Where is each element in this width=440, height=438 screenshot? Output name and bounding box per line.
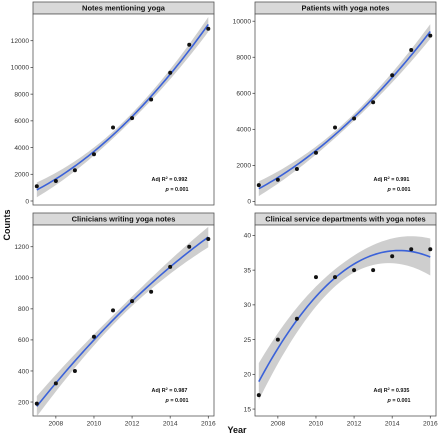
data-point <box>111 308 116 313</box>
data-point <box>91 334 96 339</box>
x-tick-label: 2008 <box>271 421 286 428</box>
x-tick-label: 2012 <box>347 421 362 428</box>
data-point <box>72 168 77 173</box>
y-tick-label: 40 <box>244 233 252 240</box>
data-point <box>149 289 154 294</box>
data-point <box>428 247 433 252</box>
confidence-band <box>36 226 209 417</box>
panel-title: Clinical service departments with yoga n… <box>265 215 425 224</box>
data-point <box>428 33 433 38</box>
data-point <box>256 393 261 398</box>
panel-title: Clinicians writing yoga notes <box>72 215 176 224</box>
y-tick-label: 25 <box>244 337 252 344</box>
p-value-annotation: p = 0.001 <box>165 398 189 404</box>
y-tick-label: 20 <box>244 372 252 379</box>
y-tick-label: 600 <box>18 337 29 344</box>
adj-r2-annotation: Adj R2 = 0.991 <box>374 176 410 183</box>
x-tick-label: 2012 <box>125 421 140 428</box>
y-tick-label: 4000 <box>236 127 251 134</box>
y-tick-label: 4000 <box>14 145 29 152</box>
y-tick-label: 35 <box>244 267 252 274</box>
p-value-annotation: p = 0.001 <box>387 187 411 193</box>
p-value-annotation: p = 0.001 <box>387 398 411 404</box>
data-point <box>294 166 299 171</box>
data-point <box>390 254 395 259</box>
data-point <box>371 100 376 105</box>
data-point <box>72 368 77 373</box>
data-point <box>294 316 299 321</box>
y-tick-label: 6000 <box>236 91 251 98</box>
data-point <box>168 264 173 269</box>
panel-title: Notes mentioning yoga <box>82 4 166 13</box>
data-point <box>111 125 116 130</box>
data-point <box>256 183 261 188</box>
y-tick-label: 400 <box>18 368 29 375</box>
data-point <box>187 244 192 249</box>
data-point <box>371 268 376 273</box>
y-tick-label: 10000 <box>11 65 30 72</box>
y-tick-label: 10000 <box>233 19 252 26</box>
data-point <box>53 178 58 183</box>
data-point <box>275 177 280 182</box>
data-point <box>130 299 135 304</box>
data-point <box>53 381 58 386</box>
data-point <box>149 97 154 102</box>
adj-r2-annotation: Adj R2 = 0.992 <box>152 176 188 183</box>
y-tick-label: 200 <box>18 399 29 406</box>
data-point <box>313 150 318 155</box>
data-point <box>409 48 414 53</box>
y-tick-label: 1000 <box>14 275 29 282</box>
trend-line <box>258 249 431 383</box>
y-tick-label: 800 <box>18 306 29 313</box>
x-tick-label: 2010 <box>87 421 102 428</box>
data-point <box>275 337 280 342</box>
adj-r2-annotation: Adj R2 = 0.935 <box>374 387 410 394</box>
data-point <box>34 401 39 406</box>
y-tick-label: 2000 <box>14 172 29 179</box>
trend-line <box>36 236 209 407</box>
x-tick-label: 2016 <box>201 421 216 428</box>
trend-line <box>258 30 431 190</box>
y-tick-label: 1200 <box>14 244 29 251</box>
y-tick-label: 15 <box>244 406 252 413</box>
data-point <box>352 116 357 121</box>
data-point <box>34 184 39 189</box>
p-value-annotation: p = 0.001 <box>165 187 189 193</box>
x-axis-title: Year <box>227 425 247 435</box>
data-point <box>409 247 414 252</box>
data-point <box>187 42 192 47</box>
data-point <box>313 275 318 280</box>
y-tick-label: 6000 <box>14 118 29 125</box>
trend-line <box>36 23 209 191</box>
data-point <box>91 152 96 157</box>
y-axis-title: Counts <box>2 210 12 241</box>
chart-panel-2: Patients with yoga notes 0 2000 4000 6000 800… <box>233 1 437 206</box>
panel-title: Patients with yoga notes <box>302 4 390 13</box>
chart-panel-3: Clinicians writing yoga notes 200 400 600 80… <box>14 212 216 428</box>
data-point <box>390 73 395 78</box>
data-point <box>168 70 173 75</box>
x-tick-label: 2010 <box>309 421 324 428</box>
data-point <box>206 26 211 31</box>
data-point <box>130 116 135 121</box>
data-point <box>206 236 211 241</box>
y-tick-label: 0 <box>25 198 29 205</box>
y-tick-label: 8000 <box>236 55 251 62</box>
data-point <box>333 125 338 130</box>
x-tick-label: 2014 <box>385 421 400 428</box>
x-tick-label: 2014 <box>163 421 178 428</box>
chart-panel-1: Notes mentioning yoga 0 2000 4000 6000 8000 10… <box>11 1 215 206</box>
chart-panel-4: Clinical service departments with yoga n… <box>244 212 438 428</box>
x-tick-label: 2008 <box>49 421 64 428</box>
x-tick-label: 2016 <box>423 421 438 428</box>
y-tick-label: 12000 <box>11 38 30 45</box>
data-point <box>352 268 357 273</box>
data-point <box>333 275 338 280</box>
adj-r2-annotation: Adj R2 = 0.987 <box>152 387 188 394</box>
y-tick-label: 0 <box>247 199 251 206</box>
y-tick-label: 2000 <box>236 163 251 170</box>
y-tick-label: 30 <box>244 302 252 309</box>
y-tick-label: 8000 <box>14 91 29 98</box>
